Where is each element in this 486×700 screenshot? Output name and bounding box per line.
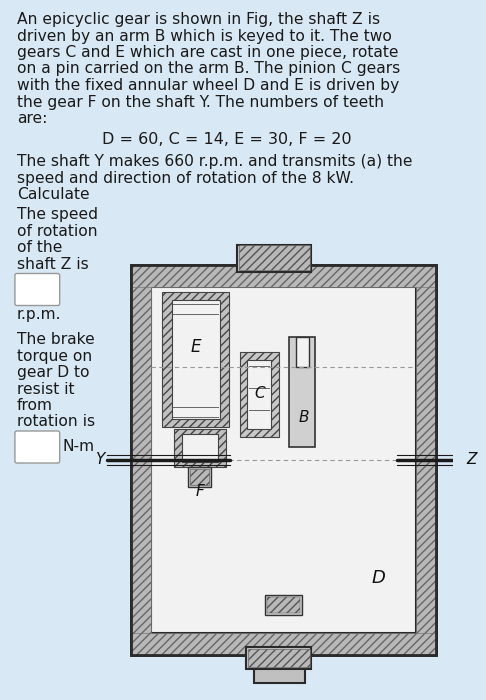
Bar xyxy=(131,265,436,655)
Text: B: B xyxy=(299,410,309,424)
Text: N-m: N-m xyxy=(63,439,95,454)
Bar xyxy=(131,265,436,655)
Bar xyxy=(240,352,279,437)
Text: resist it: resist it xyxy=(17,382,74,396)
Text: An epicyclic gear is shown in Fig, the shaft Z is: An epicyclic gear is shown in Fig, the s… xyxy=(17,12,380,27)
Text: E: E xyxy=(191,338,201,356)
Bar xyxy=(239,245,310,270)
Text: rotation is: rotation is xyxy=(17,414,95,430)
Text: The shaft Y makes 660 r.p.m. and transmits (a) the: The shaft Y makes 660 r.p.m. and transmi… xyxy=(17,154,412,169)
Bar xyxy=(172,300,220,419)
Bar xyxy=(131,633,436,655)
Bar xyxy=(131,265,151,655)
Text: The speed: The speed xyxy=(17,207,98,223)
Text: Calculate: Calculate xyxy=(17,187,89,202)
Bar xyxy=(265,595,302,615)
Bar xyxy=(416,265,436,655)
Text: gear D to: gear D to xyxy=(17,365,89,380)
Bar xyxy=(131,265,436,287)
Text: gears C and E which are cast in one piece, rotate: gears C and E which are cast in one piec… xyxy=(17,45,399,60)
Bar xyxy=(295,337,309,367)
Text: from: from xyxy=(17,398,53,413)
Text: on a pin carried on the arm B. The pinion C gears: on a pin carried on the arm B. The pinio… xyxy=(17,62,400,76)
Text: F: F xyxy=(195,484,204,500)
Bar xyxy=(246,647,312,669)
Bar xyxy=(248,649,310,667)
Bar xyxy=(151,287,416,633)
Bar xyxy=(190,469,209,485)
Text: D: D xyxy=(372,569,385,587)
Text: Y: Y xyxy=(95,452,104,468)
Bar xyxy=(174,429,226,467)
Text: are:: are: xyxy=(17,111,47,126)
Bar xyxy=(289,337,315,447)
Bar xyxy=(254,669,305,683)
Text: torque on: torque on xyxy=(17,349,92,363)
Text: C: C xyxy=(254,386,264,402)
Text: with the fixed annular wheel D and E is driven by: with the fixed annular wheel D and E is … xyxy=(17,78,399,93)
Bar xyxy=(247,360,271,429)
Text: shaft Z is: shaft Z is xyxy=(17,257,88,272)
Text: of rotation: of rotation xyxy=(17,224,97,239)
Text: D = 60, C = 14, E = 30, F = 20: D = 60, C = 14, E = 30, F = 20 xyxy=(102,132,351,146)
Bar xyxy=(267,597,300,613)
Bar xyxy=(162,292,229,427)
Text: the gear F on the shaft Y. The numbers of teeth: the gear F on the shaft Y. The numbers o… xyxy=(17,94,384,109)
Text: driven by an arm B which is keyed to it. The two: driven by an arm B which is keyed to it.… xyxy=(17,29,392,43)
Bar xyxy=(189,467,211,487)
FancyBboxPatch shape xyxy=(15,274,60,305)
Bar xyxy=(182,434,218,462)
Text: r.p.m.: r.p.m. xyxy=(17,307,61,323)
FancyBboxPatch shape xyxy=(15,431,60,463)
Bar xyxy=(237,245,312,272)
Text: speed and direction of rotation of the 8 kW.: speed and direction of rotation of the 8… xyxy=(17,171,354,186)
Text: The brake: The brake xyxy=(17,332,95,347)
Text: Z: Z xyxy=(466,452,477,468)
Text: of the: of the xyxy=(17,241,62,256)
